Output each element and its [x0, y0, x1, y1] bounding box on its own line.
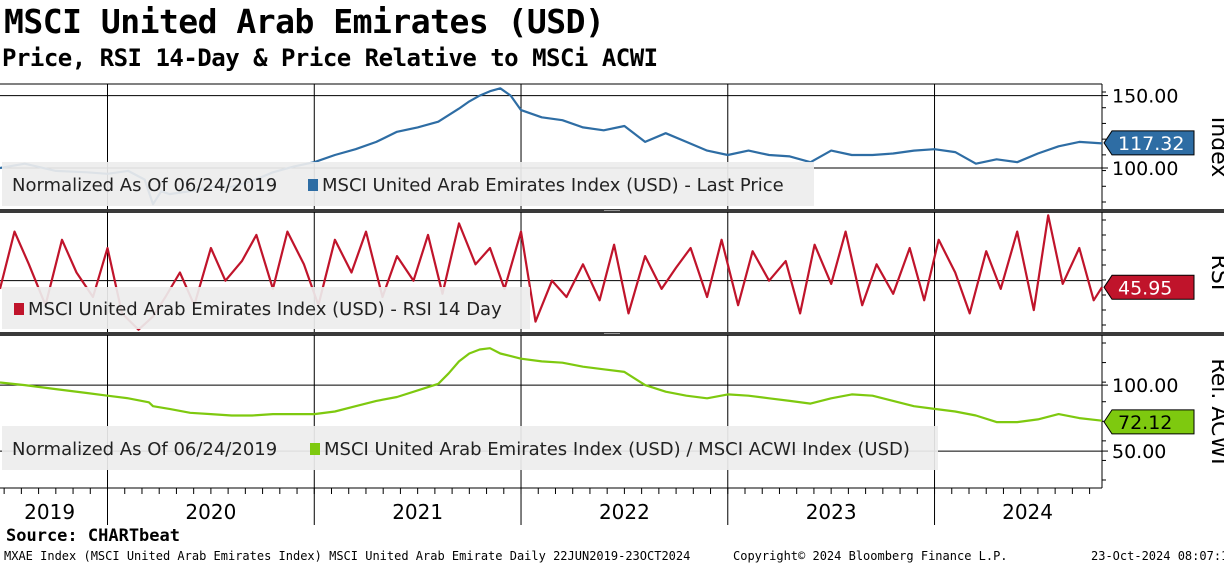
ytick-label: 150.00	[1112, 86, 1178, 108]
last-value-label: 117.32	[1118, 133, 1184, 155]
copyright-notice: Copyright© 2024 Bloomberg Finance L.P.	[733, 549, 1008, 563]
year-label: 2023	[806, 500, 857, 524]
legend-background	[2, 287, 530, 329]
year-label: 2019	[24, 500, 75, 524]
axis-title-relative: Rel. ACWI	[1206, 358, 1224, 464]
legend-color-swatch	[308, 179, 318, 191]
last-value-tag	[1103, 130, 1195, 156]
legend-price: Normalized As Of 06/24/2019 MSCI United A…	[2, 162, 814, 206]
last-value-label: 72.12	[1118, 412, 1172, 434]
chart-subtitle: Price, RSI 14-Day & Price Relative to MS…	[2, 44, 658, 72]
source-label: Source: CHARTbeat	[6, 526, 180, 546]
legend-normalized-label: Normalized As Of 06/24/2019	[12, 439, 277, 460]
security-description: MXAE Index (MSCI United Arab Emirates In…	[4, 549, 691, 563]
axis-title-rsi: RSI	[1206, 255, 1224, 291]
legend-series-label: MSCI United Arab Emirates Index (USD) - …	[28, 299, 502, 320]
separator-grip	[604, 210, 620, 211]
last-value-label: 45.95	[1118, 277, 1172, 299]
panel-relative: Normalized As Of 06/24/2019 MSCI United A…	[0, 335, 1224, 488]
legend-normalized-label: Normalized As Of 06/24/2019	[12, 175, 277, 196]
last-value-tag	[1103, 274, 1195, 300]
legend-rsi: MSCI United Arab Emirates Index (USD) - …	[2, 287, 530, 329]
series-line-relative	[0, 347, 1103, 424]
axis-title-price: Index	[1206, 117, 1224, 178]
panel-rsi: MSCI United Arab Emirates Index (USD) - …	[0, 212, 1224, 336]
legend-background	[2, 162, 814, 206]
ytick-label: 100.00	[1112, 158, 1178, 180]
year-label: 2021	[392, 500, 443, 524]
ytick-label: 100.00	[1112, 375, 1178, 397]
last-value-tag	[1103, 409, 1195, 435]
ytick-label: 50.00	[1112, 441, 1166, 463]
legend-relative: Normalized As Of 06/24/2019 MSCI United A…	[2, 426, 938, 470]
legend-background	[2, 426, 938, 470]
legend-color-swatch	[14, 303, 24, 315]
series-line-rsi	[0, 214, 1103, 331]
legend-color-swatch	[310, 443, 320, 455]
legend-series-label: MSCI United Arab Emirates Index (USD) / …	[324, 439, 910, 460]
legend-series-label: MSCI United Arab Emirates Index (USD) - …	[322, 175, 784, 196]
x-axis: 2019 2020 2021 2022 2023 2024	[0, 487, 1102, 525]
year-label: 2022	[599, 500, 650, 524]
year-label: 2020	[185, 500, 236, 524]
year-label: 2024	[1002, 500, 1053, 524]
chart-title: MSCI United Arab Emirates (USD)	[4, 2, 605, 41]
panel-price: Normalized As Of 06/24/2019 MSCI United A…	[0, 84, 1224, 213]
separator-grip	[604, 333, 620, 334]
timestamp: 23-Oct-2024 08:07:10	[1091, 549, 1224, 563]
